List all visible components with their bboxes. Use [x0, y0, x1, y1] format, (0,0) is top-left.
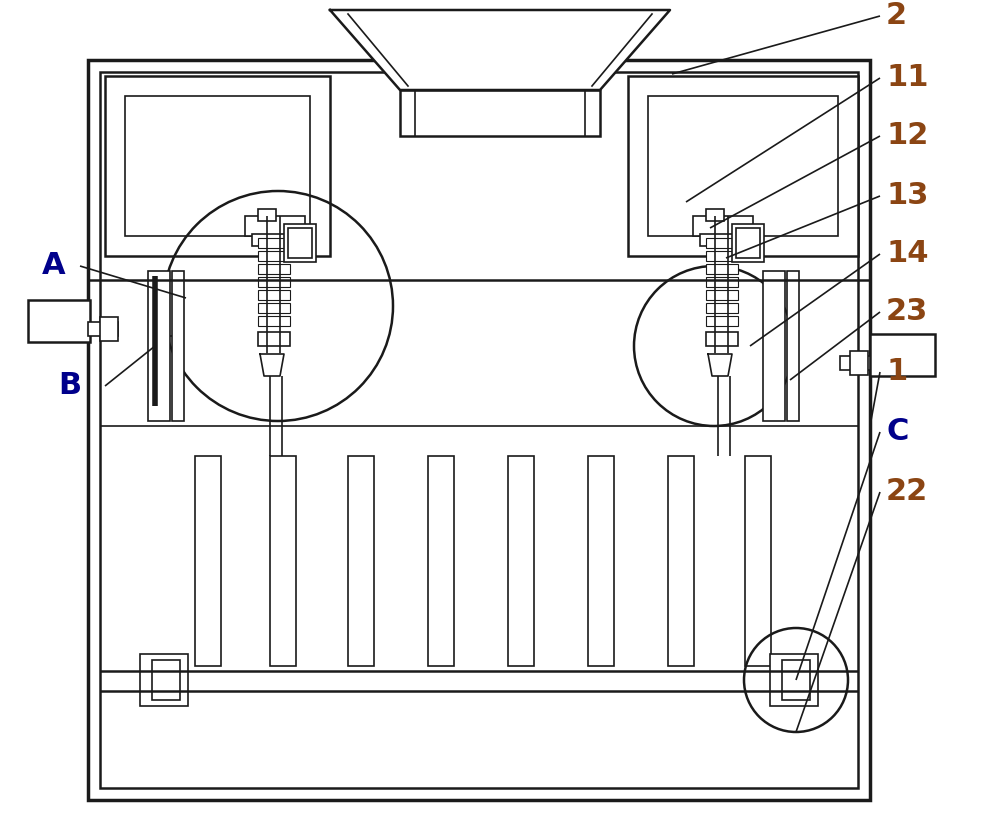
Bar: [100, 72, 858, 788]
Bar: [152, 660, 180, 700]
Text: B: B: [58, 371, 82, 400]
Text: 11: 11: [886, 64, 928, 93]
Bar: [745, 456, 771, 666]
Bar: [706, 264, 738, 274]
Bar: [195, 456, 221, 666]
Bar: [787, 271, 799, 421]
Bar: [258, 209, 276, 221]
Bar: [270, 456, 296, 666]
Bar: [148, 271, 170, 421]
Bar: [105, 76, 330, 256]
Bar: [172, 271, 184, 421]
Bar: [706, 303, 738, 313]
Bar: [700, 234, 748, 246]
Bar: [648, 96, 838, 236]
Bar: [400, 90, 600, 136]
Bar: [258, 264, 290, 274]
Bar: [258, 238, 290, 248]
Bar: [850, 351, 868, 375]
Bar: [870, 334, 935, 376]
Bar: [508, 456, 534, 666]
Bar: [288, 228, 312, 258]
Bar: [706, 290, 738, 300]
Text: 1: 1: [886, 358, 907, 386]
Bar: [258, 251, 290, 261]
Bar: [28, 300, 90, 342]
Bar: [258, 277, 290, 287]
Bar: [770, 654, 818, 706]
Bar: [763, 271, 785, 421]
Text: 2: 2: [886, 2, 907, 30]
Bar: [706, 332, 738, 346]
Bar: [706, 238, 738, 248]
Polygon shape: [330, 10, 670, 90]
Text: 13: 13: [886, 181, 928, 211]
Text: 14: 14: [886, 239, 928, 268]
Polygon shape: [708, 354, 732, 376]
Text: 22: 22: [886, 477, 928, 507]
Bar: [348, 456, 374, 666]
Bar: [628, 76, 858, 256]
Bar: [258, 303, 290, 313]
Polygon shape: [260, 354, 284, 376]
Bar: [284, 224, 316, 262]
Bar: [693, 216, 753, 236]
Bar: [88, 322, 118, 336]
Bar: [706, 316, 738, 326]
Bar: [258, 290, 290, 300]
Bar: [588, 456, 614, 666]
Bar: [732, 224, 764, 262]
Text: C: C: [886, 417, 908, 446]
Text: 23: 23: [886, 298, 928, 327]
Bar: [160, 280, 180, 336]
Bar: [258, 316, 290, 326]
Bar: [140, 654, 188, 706]
Text: A: A: [42, 252, 66, 281]
Bar: [840, 356, 870, 370]
Bar: [668, 456, 694, 666]
Bar: [706, 251, 738, 261]
Bar: [245, 216, 305, 236]
Bar: [252, 234, 300, 246]
Bar: [736, 228, 760, 258]
Bar: [428, 456, 454, 666]
Bar: [706, 209, 724, 221]
Bar: [100, 317, 118, 341]
Bar: [782, 660, 810, 700]
Text: 12: 12: [886, 121, 928, 150]
Bar: [706, 277, 738, 287]
Bar: [258, 332, 290, 346]
Bar: [88, 60, 870, 800]
Bar: [125, 96, 310, 236]
